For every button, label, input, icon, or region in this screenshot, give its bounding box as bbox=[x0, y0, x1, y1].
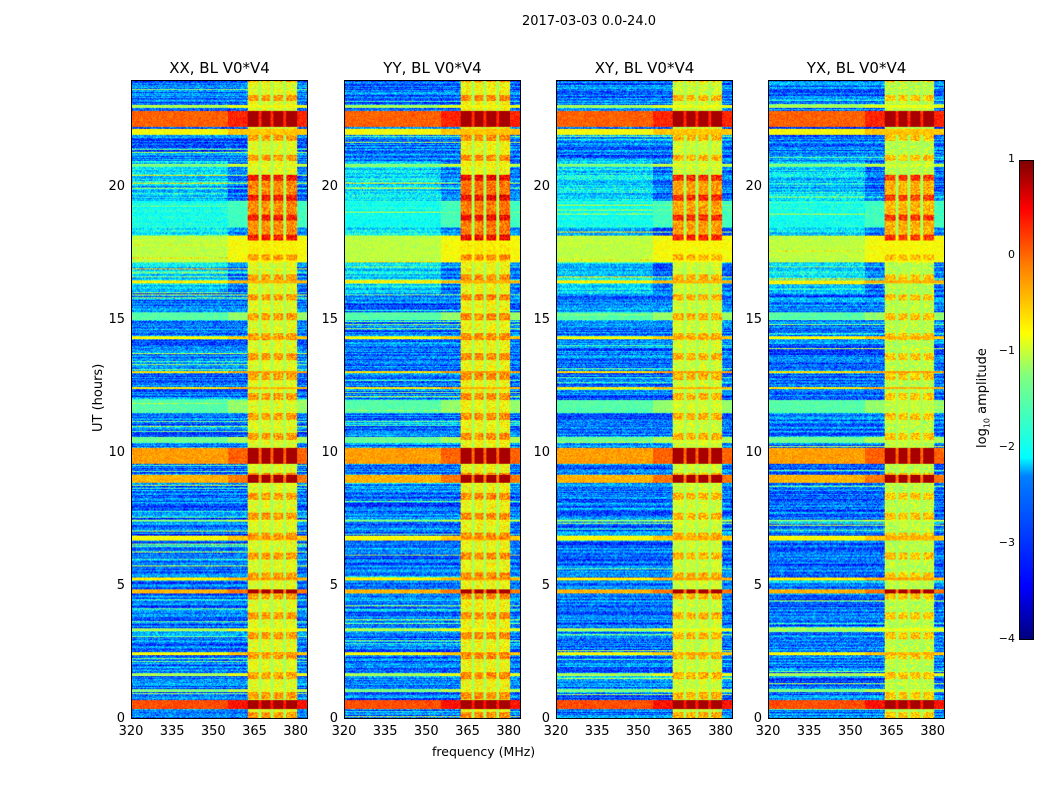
figure-title: 2017-03-03 0.0-24.0 bbox=[522, 14, 656, 29]
x-tick-label: 350 bbox=[413, 724, 439, 739]
panel-title: YY, BL V0*V4 bbox=[383, 59, 482, 77]
y-tick-label: 5 bbox=[329, 577, 338, 593]
x-tick-label: 380 bbox=[708, 724, 734, 739]
x-tick-label: 365 bbox=[667, 724, 692, 739]
panel-title: XY, BL V0*V4 bbox=[594, 59, 695, 77]
heatmap-panel bbox=[768, 80, 945, 719]
y-tick-label: 20 bbox=[321, 178, 338, 194]
heatmap-panel bbox=[556, 80, 733, 719]
colorbar-tick-label: −3 bbox=[998, 536, 1015, 549]
y-tick-label: 15 bbox=[108, 311, 125, 327]
y-tick-label: 15 bbox=[321, 311, 338, 327]
y-tick-label: 0 bbox=[329, 711, 338, 726]
x-tick-label: 350 bbox=[837, 724, 863, 739]
y-tick-label: 10 bbox=[108, 444, 125, 460]
y-tick-label: 15 bbox=[533, 311, 550, 327]
heatmap-cells bbox=[557, 81, 732, 718]
panel-title: YX, BL V0*V4 bbox=[806, 59, 907, 77]
x-tick-label: 335 bbox=[584, 724, 610, 739]
y-tick-label: 10 bbox=[533, 444, 550, 460]
y-tick-label: 10 bbox=[745, 444, 762, 460]
x-tick-label: 335 bbox=[159, 724, 185, 739]
x-tick-label: 365 bbox=[455, 724, 480, 739]
x-tick-label: 350 bbox=[200, 724, 226, 739]
y-tick-label: 0 bbox=[753, 711, 762, 726]
heatmap-cells bbox=[345, 81, 520, 718]
heatmap-panel bbox=[131, 80, 308, 719]
x-axis-label: frequency (MHz) bbox=[432, 744, 536, 759]
x-tick-label: 335 bbox=[796, 724, 822, 739]
x-tick-label: 380 bbox=[283, 724, 309, 739]
heatmap-panel bbox=[344, 80, 521, 719]
colorbar bbox=[1019, 160, 1034, 640]
y-tick-label: 5 bbox=[753, 577, 762, 593]
y-tick-label: 0 bbox=[116, 711, 125, 726]
x-tick-label: 365 bbox=[242, 724, 267, 739]
colorbar-tick-label: −2 bbox=[998, 440, 1015, 453]
x-tick-label: 320 bbox=[755, 724, 781, 739]
y-tick-label: 0 bbox=[541, 711, 550, 726]
y-tick-label: 20 bbox=[108, 178, 125, 194]
colorbar-label: log10 amplitude bbox=[975, 348, 992, 448]
x-tick-label: 320 bbox=[331, 724, 357, 739]
y-tick-label: 5 bbox=[116, 577, 125, 593]
colorbar-tick-label: −4 bbox=[998, 632, 1015, 645]
y-tick-label: 5 bbox=[541, 577, 550, 593]
panel-title: XX, BL V0*V4 bbox=[169, 59, 270, 77]
y-tick-label: 20 bbox=[533, 178, 550, 194]
colorbar-tick-label: 1 bbox=[1008, 152, 1015, 165]
x-tick-label: 335 bbox=[372, 724, 398, 739]
heatmap-cells bbox=[132, 81, 307, 718]
y-tick-label: 20 bbox=[745, 178, 762, 194]
x-tick-label: 320 bbox=[543, 724, 569, 739]
y-tick-label: 15 bbox=[745, 311, 762, 327]
y-axis-label: UT (hours) bbox=[91, 363, 106, 432]
colorbar-tick-label: −1 bbox=[998, 344, 1015, 357]
heatmap-cells bbox=[769, 81, 944, 718]
x-tick-label: 350 bbox=[625, 724, 651, 739]
x-tick-label: 365 bbox=[879, 724, 904, 739]
x-tick-label: 320 bbox=[118, 724, 144, 739]
y-tick-label: 10 bbox=[321, 444, 338, 460]
x-tick-label: 380 bbox=[496, 724, 522, 739]
x-tick-label: 380 bbox=[920, 724, 946, 739]
colorbar-tick-label: 0 bbox=[1008, 248, 1015, 261]
